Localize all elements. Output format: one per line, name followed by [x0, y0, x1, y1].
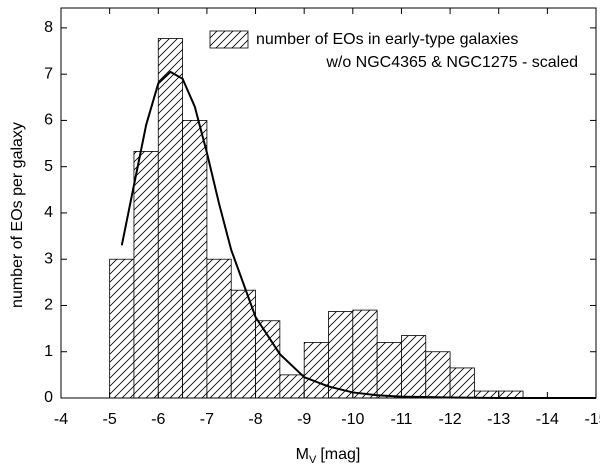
histogram-bar: [425, 351, 451, 399]
legend-line: number of EOs in early-type galaxies: [256, 31, 518, 48]
y-axis-label: number of EOs per galaxy: [9, 122, 26, 308]
histogram-bar: [255, 320, 281, 399]
x-tick-label: -13: [487, 411, 510, 428]
x-tick-label: -10: [341, 411, 364, 428]
x-tick-label: -9: [297, 411, 311, 428]
x-tick-label: -15: [584, 411, 600, 428]
y-tick-label: 7: [44, 65, 53, 82]
histogram-bar: [109, 258, 135, 399]
histogram-bar: [401, 335, 427, 399]
plot-area: [109, 38, 596, 399]
histogram-bar: [376, 342, 402, 399]
plot-frame: [60, 7, 597, 399]
y-tick-label: 5: [44, 158, 53, 175]
histogram-bar: [157, 38, 183, 399]
x-label-unit: [mag]: [320, 446, 360, 463]
histogram-bar: [303, 342, 329, 399]
x-tick-label: -5: [103, 411, 117, 428]
histogram-bar: [279, 374, 305, 399]
x-tick-label: -12: [439, 411, 462, 428]
y-tick-label: 1: [44, 343, 53, 360]
histogram-bar: [328, 311, 354, 399]
y-tick-label: 6: [44, 112, 53, 129]
y-tick-label: 2: [44, 297, 53, 314]
x-tick-label: -11: [390, 411, 412, 428]
x-axis-label: MV [mag]: [296, 446, 361, 466]
histogram-bar: [133, 151, 159, 399]
histogram-bar: [182, 120, 208, 399]
x-tick-label: -14: [536, 411, 559, 428]
x-label-sub: V: [309, 454, 317, 466]
histogram-bar: [352, 309, 378, 399]
y-tick-label: 8: [44, 19, 53, 36]
fit-curve: [120, 70, 596, 399]
histogram-bar: [498, 390, 524, 399]
y-tick-label: 4: [44, 204, 53, 221]
x-label-main: M: [296, 446, 309, 463]
legend-swatch: [209, 30, 249, 49]
histogram-bar: [206, 258, 232, 399]
x-tick-label: -7: [200, 411, 214, 428]
x-tick-label: -4: [54, 411, 68, 428]
x-tick-label: -6: [151, 411, 165, 428]
legend-line: w/o NGC4365 & NGC1275 - scaled: [325, 54, 578, 71]
x-tick-label: -8: [248, 411, 262, 428]
histogram-bar: [449, 367, 475, 399]
y-tick-label: 0: [44, 389, 53, 406]
y-tick-label: 3: [44, 250, 53, 267]
legend-label: number of EOs in early-type galaxies w/o …: [256, 31, 578, 71]
